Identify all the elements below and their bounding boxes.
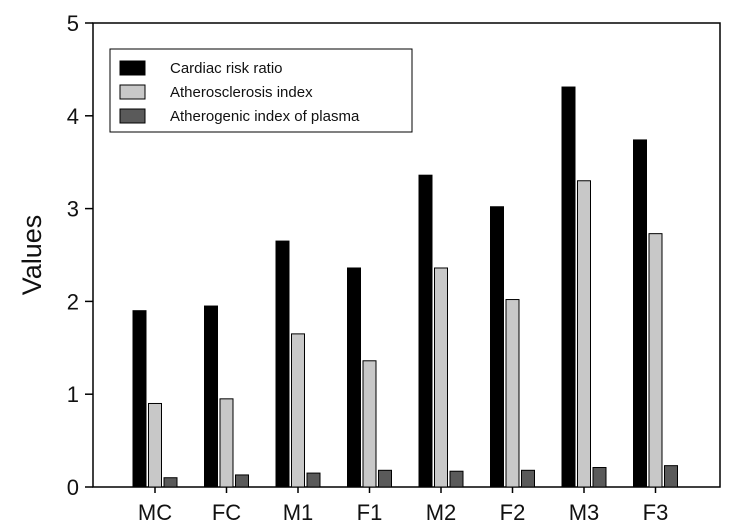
bar: [592, 467, 607, 488]
bar: [434, 267, 448, 488]
bar: [577, 180, 591, 488]
bar: [505, 299, 520, 488]
y-tick-label: 5: [67, 11, 79, 36]
x-tick-label: M2: [426, 500, 457, 525]
axes: 0 1 2 3 4 5 MC FC M1 F1 M2 F2 M3 F3: [67, 11, 669, 525]
bar: [648, 233, 663, 488]
y-tick-label: 2: [67, 289, 79, 314]
bar: [275, 240, 290, 488]
legend-swatch: [119, 84, 146, 100]
bar: [449, 470, 464, 488]
bar: [148, 402, 162, 488]
legend-label: Atherosclerosis index: [170, 84, 313, 101]
x-tick-label: M1: [283, 500, 314, 525]
legend-label: Cardiac risk ratio: [170, 60, 283, 77]
bar: [521, 469, 535, 488]
y-tick-label: 0: [67, 475, 79, 500]
y-axis-title: Values: [17, 215, 47, 296]
plot-frame: [92, 22, 721, 488]
bar: [163, 477, 178, 488]
y-tick-label: 3: [67, 197, 79, 222]
bar: [291, 333, 305, 488]
bar: [633, 139, 647, 488]
bar: [561, 86, 576, 488]
legend-label: Atherogenic index of plasma: [170, 108, 360, 125]
legend-box: [109, 48, 413, 133]
x-tick-label: MC: [138, 500, 172, 525]
bars: [132, 86, 678, 488]
x-tick-label: F1: [357, 500, 383, 525]
x-tick-label: M3: [569, 500, 600, 525]
x-tick-label: F3: [643, 500, 669, 525]
y-tick-label: 1: [67, 382, 79, 407]
y-tick-label: 4: [67, 104, 79, 129]
bar: [362, 360, 377, 488]
bar: [378, 469, 392, 488]
bar: [306, 472, 321, 488]
bar: [418, 174, 433, 488]
bar: [219, 398, 234, 488]
bar: [132, 310, 147, 488]
bar: [235, 474, 249, 488]
bar: [347, 267, 361, 488]
legend: Cardiac risk ratio Atherosclerosis index A…: [109, 48, 413, 133]
bar: [664, 465, 678, 488]
x-tick-label: F2: [500, 500, 526, 525]
x-tick-label: FC: [212, 500, 241, 525]
legend-swatch: [119, 60, 146, 76]
bar: [204, 305, 218, 488]
plot-area: [92, 22, 721, 488]
bar: [490, 206, 504, 488]
legend-swatch: [119, 108, 146, 124]
